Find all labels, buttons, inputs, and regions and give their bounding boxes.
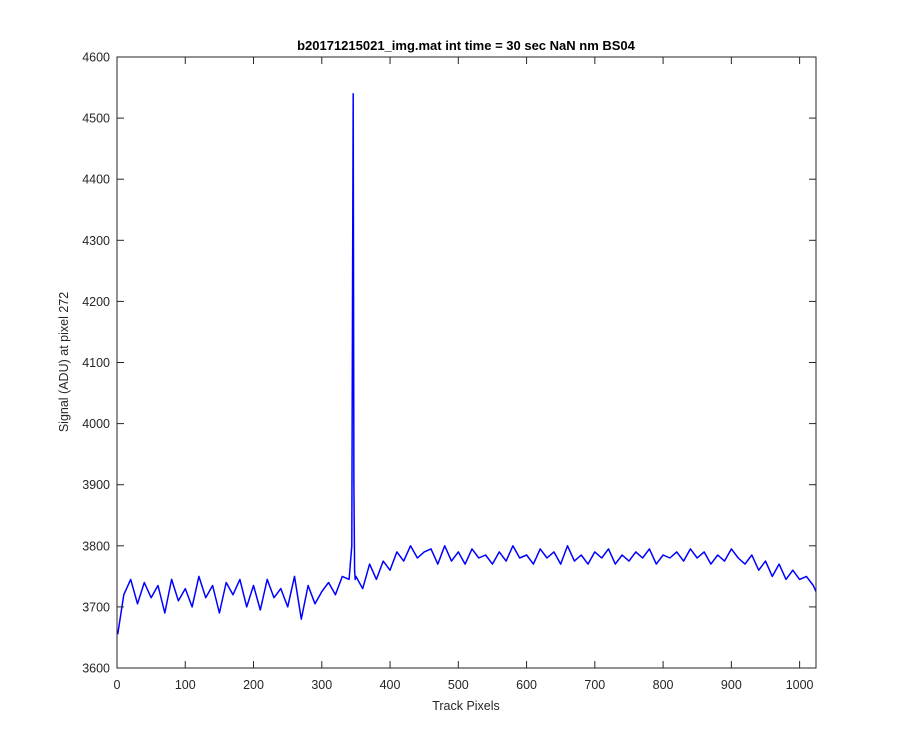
y-tick-label: 4300	[82, 234, 110, 248]
y-tick-label: 4400	[82, 173, 110, 187]
x-axis-label: Track Pixels	[432, 699, 500, 713]
x-tick-label: 300	[311, 678, 332, 692]
y-tick-label: 4600	[82, 51, 110, 65]
y-axis-label: Signal (ADU) at pixel 272	[57, 292, 71, 432]
x-tick-label: 500	[448, 678, 469, 692]
x-tick-label: 700	[584, 678, 605, 692]
series-line-1	[116, 92, 817, 635]
y-tick-label: 3800	[82, 539, 110, 553]
x-tick-label: 0	[114, 678, 121, 692]
series-layer	[116, 92, 817, 635]
x-tick-label: 100	[175, 678, 196, 692]
y-tick-label: 4000	[82, 417, 110, 431]
y-tick-label: 4500	[82, 112, 110, 126]
y-tick-label: 3700	[82, 600, 110, 614]
y-tick-label: 4100	[82, 356, 110, 370]
ticks-layer: 0 100 200 300 400 500 600 700 800 900 1000 3600 3700…	[82, 51, 816, 692]
x-tick-label: 200	[243, 678, 264, 692]
x-tick-label: 800	[653, 678, 674, 692]
x-tick-label: 900	[721, 678, 742, 692]
x-tick-label: 400	[380, 678, 401, 692]
chart-title: b20171215021_img.mat int time = 30 sec N…	[297, 38, 636, 53]
y-tick-label: 3900	[82, 478, 110, 492]
y-tick-label: 3600	[82, 662, 110, 676]
x-tick-label: 1000	[786, 678, 814, 692]
y-tick-label: 4200	[82, 295, 110, 309]
plot-area-frame	[116, 56, 817, 669]
x-tick-label: 600	[516, 678, 537, 692]
plot-area-background	[117, 57, 816, 668]
